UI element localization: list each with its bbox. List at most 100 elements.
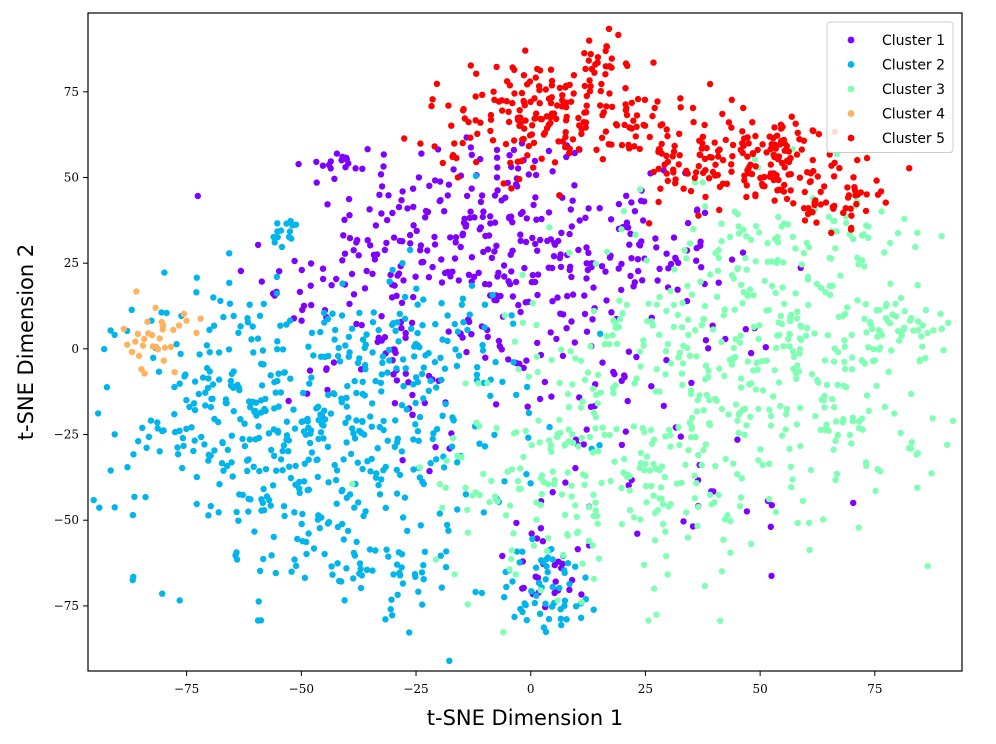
point-cluster-4: [141, 370, 148, 377]
point-cluster-1: [618, 441, 626, 449]
point-cluster-4: [152, 304, 159, 311]
point-cluster-3: [578, 434, 585, 442]
point-cluster-3: [811, 330, 818, 337]
point-cluster-3: [464, 601, 471, 608]
point-cluster-5: [473, 70, 480, 77]
point-cluster-2: [208, 395, 215, 403]
point-cluster-3: [606, 431, 613, 439]
point-cluster-4: [156, 335, 163, 342]
point-cluster-5: [777, 121, 785, 128]
point-cluster-2: [348, 325, 356, 332]
point-cluster-5: [874, 191, 882, 198]
point-cluster-2: [393, 365, 400, 372]
point-cluster-5: [689, 104, 697, 112]
point-cluster-3: [750, 292, 757, 299]
point-cluster-2: [272, 569, 279, 577]
point-cluster-5: [598, 134, 606, 141]
point-cluster-2: [248, 336, 255, 343]
point-cluster-2: [249, 323, 256, 330]
point-cluster-1: [346, 234, 354, 242]
point-cluster-5: [650, 168, 657, 176]
point-cluster-5: [739, 149, 746, 157]
point-cluster-3: [610, 317, 617, 324]
point-cluster-1: [452, 239, 459, 246]
point-cluster-2: [451, 320, 458, 328]
point-cluster-3: [858, 232, 866, 239]
point-cluster-5: [503, 98, 510, 105]
point-cluster-1: [654, 277, 661, 284]
point-cluster-3: [765, 460, 773, 467]
point-cluster-3: [732, 401, 740, 408]
point-cluster-3: [773, 344, 780, 352]
point-cluster-1: [295, 160, 302, 168]
point-cluster-1: [627, 230, 634, 237]
point-cluster-2: [220, 467, 227, 474]
point-cluster-5: [793, 151, 801, 158]
point-cluster-2: [408, 325, 415, 332]
point-cluster-5: [581, 82, 588, 90]
point-cluster-2: [557, 615, 564, 622]
point-cluster-2: [254, 335, 262, 342]
point-cluster-2: [289, 222, 296, 229]
point-cluster-2: [462, 491, 470, 498]
point-cluster-5: [566, 145, 573, 152]
point-cluster-5: [498, 97, 505, 104]
point-cluster-3: [918, 333, 925, 340]
point-cluster-3: [781, 220, 788, 227]
point-cluster-5: [567, 98, 575, 105]
point-cluster-2: [150, 354, 157, 361]
point-cluster-3: [767, 412, 775, 420]
point-cluster-2: [239, 491, 246, 499]
point-cluster-2: [442, 564, 450, 571]
point-cluster-1: [324, 386, 331, 394]
point-cluster-3: [564, 390, 572, 398]
point-cluster-1: [333, 150, 341, 157]
point-cluster-2: [453, 362, 461, 370]
point-cluster-2: [543, 563, 550, 570]
point-cluster-5: [477, 119, 484, 126]
point-cluster-1: [538, 215, 545, 223]
point-cluster-1: [675, 259, 682, 267]
point-cluster-1: [583, 260, 590, 267]
point-cluster-2: [561, 569, 568, 577]
point-cluster-2: [329, 571, 336, 578]
point-cluster-3: [494, 498, 501, 505]
point-cluster-5: [597, 87, 604, 95]
point-cluster-2: [519, 548, 526, 555]
point-cluster-3: [661, 473, 669, 481]
x-axis-ticks: −75 −50 −25 0 25 50 75: [174, 671, 882, 696]
point-cluster-2: [301, 574, 309, 581]
point-cluster-5: [460, 105, 467, 113]
point-cluster-3: [767, 422, 775, 429]
point-cluster-2: [415, 437, 422, 444]
point-cluster-3: [554, 597, 561, 604]
point-cluster-2: [237, 323, 244, 330]
point-cluster-3: [640, 561, 648, 568]
point-cluster-1: [702, 337, 710, 344]
point-cluster-2: [375, 481, 382, 489]
point-cluster-5: [801, 217, 809, 224]
point-cluster-2: [279, 447, 286, 455]
point-cluster-2: [351, 435, 359, 442]
point-cluster-5: [848, 224, 855, 232]
point-cluster-3: [916, 356, 923, 364]
point-cluster-3: [821, 357, 828, 364]
point-cluster-3: [892, 300, 899, 308]
point-cluster-3: [819, 516, 827, 523]
point-cluster-3: [548, 356, 555, 364]
point-cluster-5: [716, 206, 723, 214]
point-cluster-2: [268, 552, 275, 559]
point-cluster-3: [724, 512, 731, 519]
y-tick-label: 75: [64, 85, 79, 99]
point-cluster-1: [522, 238, 530, 246]
point-cluster-3: [699, 179, 706, 186]
point-cluster-2: [542, 600, 549, 607]
point-cluster-5: [828, 162, 835, 169]
point-cluster-3: [741, 431, 748, 438]
point-cluster-1: [519, 208, 526, 216]
point-cluster-1: [380, 163, 387, 170]
point-cluster-2: [244, 467, 251, 475]
point-cluster-5: [705, 175, 713, 182]
point-cluster-1: [470, 273, 478, 280]
point-cluster-3: [865, 407, 872, 415]
